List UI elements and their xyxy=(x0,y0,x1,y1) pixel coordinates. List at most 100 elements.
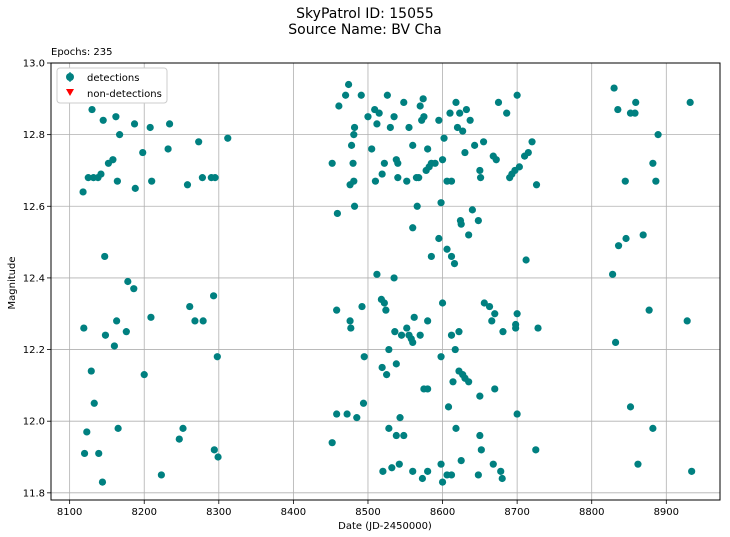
detection-point xyxy=(95,449,103,458)
detection-point xyxy=(403,177,411,185)
detection-point xyxy=(654,131,662,139)
legend-detections-label: detections xyxy=(87,73,139,84)
detection-point xyxy=(346,317,354,325)
detection-point xyxy=(515,163,523,171)
detection-point xyxy=(379,467,387,475)
detection-point xyxy=(380,299,388,307)
detection-point xyxy=(224,134,232,142)
detection-point xyxy=(392,360,400,368)
detection-point xyxy=(438,156,447,164)
detection-point xyxy=(79,188,87,196)
detection-point xyxy=(392,431,400,440)
detection-point xyxy=(344,80,353,89)
detection-point xyxy=(347,324,355,332)
detection-point xyxy=(455,328,463,336)
detection-point xyxy=(350,131,358,139)
detection-point xyxy=(416,331,424,339)
detection-point xyxy=(528,138,536,146)
legend: detections non-detections xyxy=(56,67,168,104)
detection-point xyxy=(476,392,484,400)
detection-point xyxy=(140,371,148,379)
detection-point xyxy=(688,467,696,475)
detection-point xyxy=(400,431,408,440)
detection-point xyxy=(451,345,459,354)
x-tick-label: 8100 xyxy=(57,507,82,518)
legend-detections-marker xyxy=(66,73,74,81)
detection-point xyxy=(148,177,156,185)
detection-point xyxy=(358,302,366,311)
detection-point xyxy=(522,256,530,264)
detection-point xyxy=(164,145,172,153)
detection-point xyxy=(437,199,445,207)
detection-point xyxy=(333,410,341,418)
detection-point xyxy=(443,245,451,253)
chart-title-line-1: SkyPatrol ID: 15055 xyxy=(296,6,434,22)
detection-point xyxy=(383,371,391,379)
detection-point xyxy=(524,148,532,157)
detection-point xyxy=(438,478,447,486)
detection-point xyxy=(457,220,465,228)
detection-point xyxy=(84,174,92,182)
chart-title-line-2: Source Name: BV Cha xyxy=(288,22,442,38)
detection-point xyxy=(447,471,456,479)
legend-nondetections-label: non-detections xyxy=(87,89,162,100)
detection-point xyxy=(513,91,521,99)
detection-point xyxy=(179,424,187,432)
plot-frame xyxy=(50,62,721,501)
detection-point xyxy=(157,471,165,479)
detection-point xyxy=(165,120,174,128)
detection-point xyxy=(457,456,465,465)
detection-point xyxy=(480,299,488,307)
y-tick-label: 12.0 xyxy=(23,417,45,428)
detection-point xyxy=(83,428,91,436)
detection-point xyxy=(474,471,482,479)
grid-lines xyxy=(51,62,720,500)
detection-point xyxy=(378,170,386,178)
detection-point xyxy=(447,331,456,339)
detection-point xyxy=(80,324,88,332)
detection-point xyxy=(371,177,380,185)
detection-point xyxy=(477,446,485,454)
detection-point xyxy=(110,342,118,350)
detection-point xyxy=(683,317,691,325)
detection-point xyxy=(409,224,417,232)
detection-point xyxy=(90,399,98,407)
detection-point xyxy=(364,113,372,121)
detection-point xyxy=(101,252,109,261)
detection-point xyxy=(97,170,105,178)
detection-point xyxy=(424,385,432,393)
detection-point xyxy=(424,467,432,475)
epochs-count: Epochs: 235 xyxy=(51,47,113,58)
detection-point xyxy=(532,181,541,189)
detection-point xyxy=(435,234,443,243)
detection-point xyxy=(373,270,381,278)
detection-point xyxy=(488,317,496,325)
detection-point xyxy=(462,105,471,114)
detection-point xyxy=(465,378,473,386)
detection-point xyxy=(614,242,623,250)
detection-point xyxy=(534,324,542,332)
detection-point xyxy=(622,234,630,243)
detection-point xyxy=(383,91,391,99)
detection-point xyxy=(195,138,203,146)
detection-point xyxy=(456,109,464,117)
detection-point xyxy=(328,439,336,447)
detection-point xyxy=(328,159,336,167)
detection-point xyxy=(652,177,660,185)
y-tick-label: 11.8 xyxy=(23,488,45,499)
x-tick-label: 8700 xyxy=(504,507,529,518)
detection-point xyxy=(513,310,521,318)
y-tick-label: 12.8 xyxy=(23,130,45,141)
detection-point xyxy=(114,424,122,432)
detection-point xyxy=(499,328,507,336)
y-tick-label: 12.4 xyxy=(23,273,45,284)
legend-nondetections-marker xyxy=(66,89,74,96)
detection-point xyxy=(394,174,402,182)
detection-point xyxy=(385,345,393,354)
detection-point xyxy=(343,410,351,418)
detection-point xyxy=(453,123,462,132)
detection-point xyxy=(385,424,393,432)
detection-point xyxy=(101,331,110,339)
detection-point xyxy=(80,449,89,458)
detection-point xyxy=(476,166,484,175)
